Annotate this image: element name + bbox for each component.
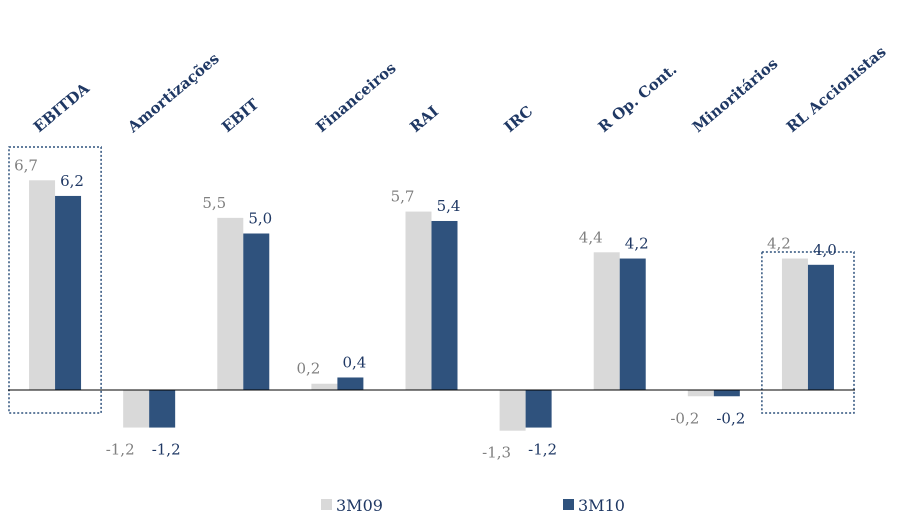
value-label-3m09-rl-accionistas: 4,2 <box>767 235 791 253</box>
bar-3m09-ebitda <box>29 180 56 390</box>
value-label-3m10-rl-accionistas: 4,0 <box>813 241 837 259</box>
legend-label-3m10: 3M10 <box>578 496 625 515</box>
value-label-3m09-ebitda: 6,7 <box>14 156 38 174</box>
bar-3m10-financeiros <box>337 377 364 390</box>
value-label-3m10-minoritarios: -0,2 <box>716 409 745 427</box>
category-label-irc: IRC <box>501 102 537 136</box>
legend-swatch-3m09 <box>321 499 332 510</box>
category-label-rl-accionistas: RL Accionistas <box>783 43 890 136</box>
bar-3m10-ebit <box>243 233 270 390</box>
value-label-3m10-r-op-cont: 4,2 <box>625 235 649 253</box>
category-label-financeiros: Financeiros <box>312 59 399 136</box>
highlight-box-ebitda <box>8 146 102 414</box>
value-label-3m09-financeiros: 0,2 <box>296 360 320 378</box>
value-label-3m09-ebit: 5,5 <box>202 194 226 212</box>
bar-3m10-r-op-cont <box>619 258 646 390</box>
value-labels: 6,7 6,2 -1,2 -1,2 5,5 5,0 0,2 0,4 5,7 5,4 -1,3 -1,2… <box>14 156 837 461</box>
category-label-ebit: EBIT <box>218 95 263 137</box>
value-label-3m10-amortizacoes: -1,2 <box>152 441 181 459</box>
value-label-3m10-rai: 5,4 <box>437 197 461 215</box>
category-label-amortizacoes: Amortizações <box>123 49 222 136</box>
legend-swatch-3m10 <box>563 499 574 510</box>
bar-3m10-minoritarios <box>713 390 740 397</box>
bar-3m09-irc <box>499 390 526 431</box>
bar-3m10-irc <box>525 390 552 428</box>
bar-3m10-ebitda <box>55 195 82 390</box>
bars <box>29 180 834 431</box>
legend-label-3m09: 3M09 <box>336 496 383 515</box>
value-label-3m09-r-op-cont: 4,4 <box>579 228 603 246</box>
value-label-3m09-rai: 5,7 <box>391 188 415 206</box>
legend: 3M09 3M10 <box>321 496 625 515</box>
bar-3m09-ebit <box>217 217 244 390</box>
category-label-r-op-cont: R Op. Cont. <box>595 60 681 136</box>
bar-3m09-minoritarios <box>687 390 714 397</box>
bar-3m10-rl-accionistas <box>807 264 834 390</box>
value-label-3m10-ebitda: 6,2 <box>60 172 84 190</box>
highlight-box-rl-accionistas <box>761 251 855 414</box>
value-label-3m10-financeiros: 0,4 <box>342 353 366 371</box>
value-label-3m10-irc: -1,2 <box>528 441 557 459</box>
category-label-rai: RAI <box>407 102 442 136</box>
bar-3m09-rai <box>405 211 432 390</box>
bar-3m09-rl-accionistas <box>781 258 808 390</box>
value-label-3m10-ebit: 5,0 <box>248 210 272 228</box>
category-label-minoritarios: Minoritários <box>689 54 781 136</box>
bar-3m10-rai <box>431 220 458 390</box>
bar-3m10-amortizacoes <box>149 390 176 428</box>
highlight-boxes <box>8 146 855 414</box>
bar-3m09-financeiros <box>311 383 338 390</box>
category-label-ebitda: EBITDA <box>30 79 93 136</box>
value-label-3m09-irc: -1,3 <box>482 444 511 462</box>
bar-3m09-r-op-cont <box>593 252 620 390</box>
bar-3m09-amortizacoes <box>123 390 150 428</box>
value-label-3m09-minoritarios: -0,2 <box>670 409 699 427</box>
value-label-3m09-amortizacoes: -1,2 <box>106 441 135 459</box>
